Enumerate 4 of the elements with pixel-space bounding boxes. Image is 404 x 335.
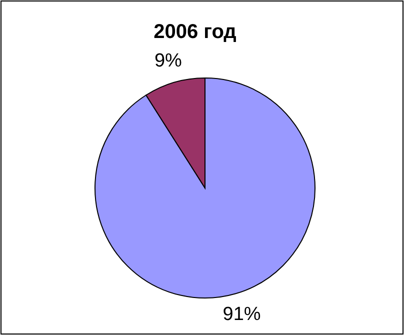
chart-title: 2006 год [154,21,237,43]
pie-slice [94,78,316,298]
data-label: 9% [154,50,182,72]
data-label: 91% [222,304,261,325]
